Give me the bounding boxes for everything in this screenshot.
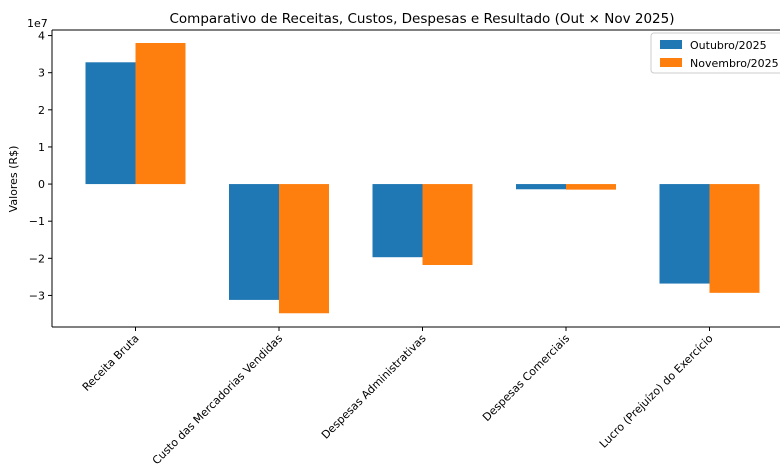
y-tick-label: −2 — [29, 252, 45, 265]
y-tick-label: 2 — [38, 104, 45, 117]
chart-legend: Outubro/2025 Novembro/2025 — [650, 32, 780, 74]
bar — [566, 184, 616, 190]
legend-swatch — [660, 40, 682, 49]
bar — [279, 184, 329, 314]
y-tick-label: 1 — [38, 141, 45, 154]
y-tick-label: 0 — [38, 178, 45, 191]
x-tick-label: Custo das Mercadorias Vendidas — [150, 332, 286, 467]
y-tick-label: −3 — [29, 289, 45, 302]
legend-frame — [650, 32, 780, 74]
bar — [372, 184, 423, 258]
x-tick-label: Lucro (Prejuízo) do Exercício — [597, 332, 716, 451]
x-tick-label: Despesas Administrativas — [319, 332, 429, 442]
x-tick-label: Receita Bruta — [80, 332, 142, 394]
x-tick-label: Despesas Comerciais — [480, 332, 572, 424]
y-tick-label: 4 — [38, 30, 45, 43]
chart-title: Comparativo de Receitas, Custos, Despesa… — [169, 11, 674, 27]
bar — [135, 42, 186, 185]
bar — [422, 184, 473, 265]
bar — [229, 184, 279, 300]
y-tick-label: 3 — [38, 67, 45, 80]
bar — [516, 184, 566, 190]
bar — [85, 62, 136, 185]
y-tick-label: −1 — [29, 215, 45, 228]
legend-label: Outubro/2025 — [690, 39, 767, 52]
y-axis-label: Valores (R$) — [7, 146, 20, 213]
legend-label: Novembro/2025 — [690, 57, 779, 70]
plot-area: −3 −2 −1 0 1 2 3 4 Receita Bruta Custo das Mercad… — [29, 29, 780, 467]
legend-swatch — [660, 58, 682, 67]
bar — [659, 184, 710, 284]
bar — [709, 184, 760, 293]
y-axis-offset-label: 1e7 — [27, 17, 48, 30]
